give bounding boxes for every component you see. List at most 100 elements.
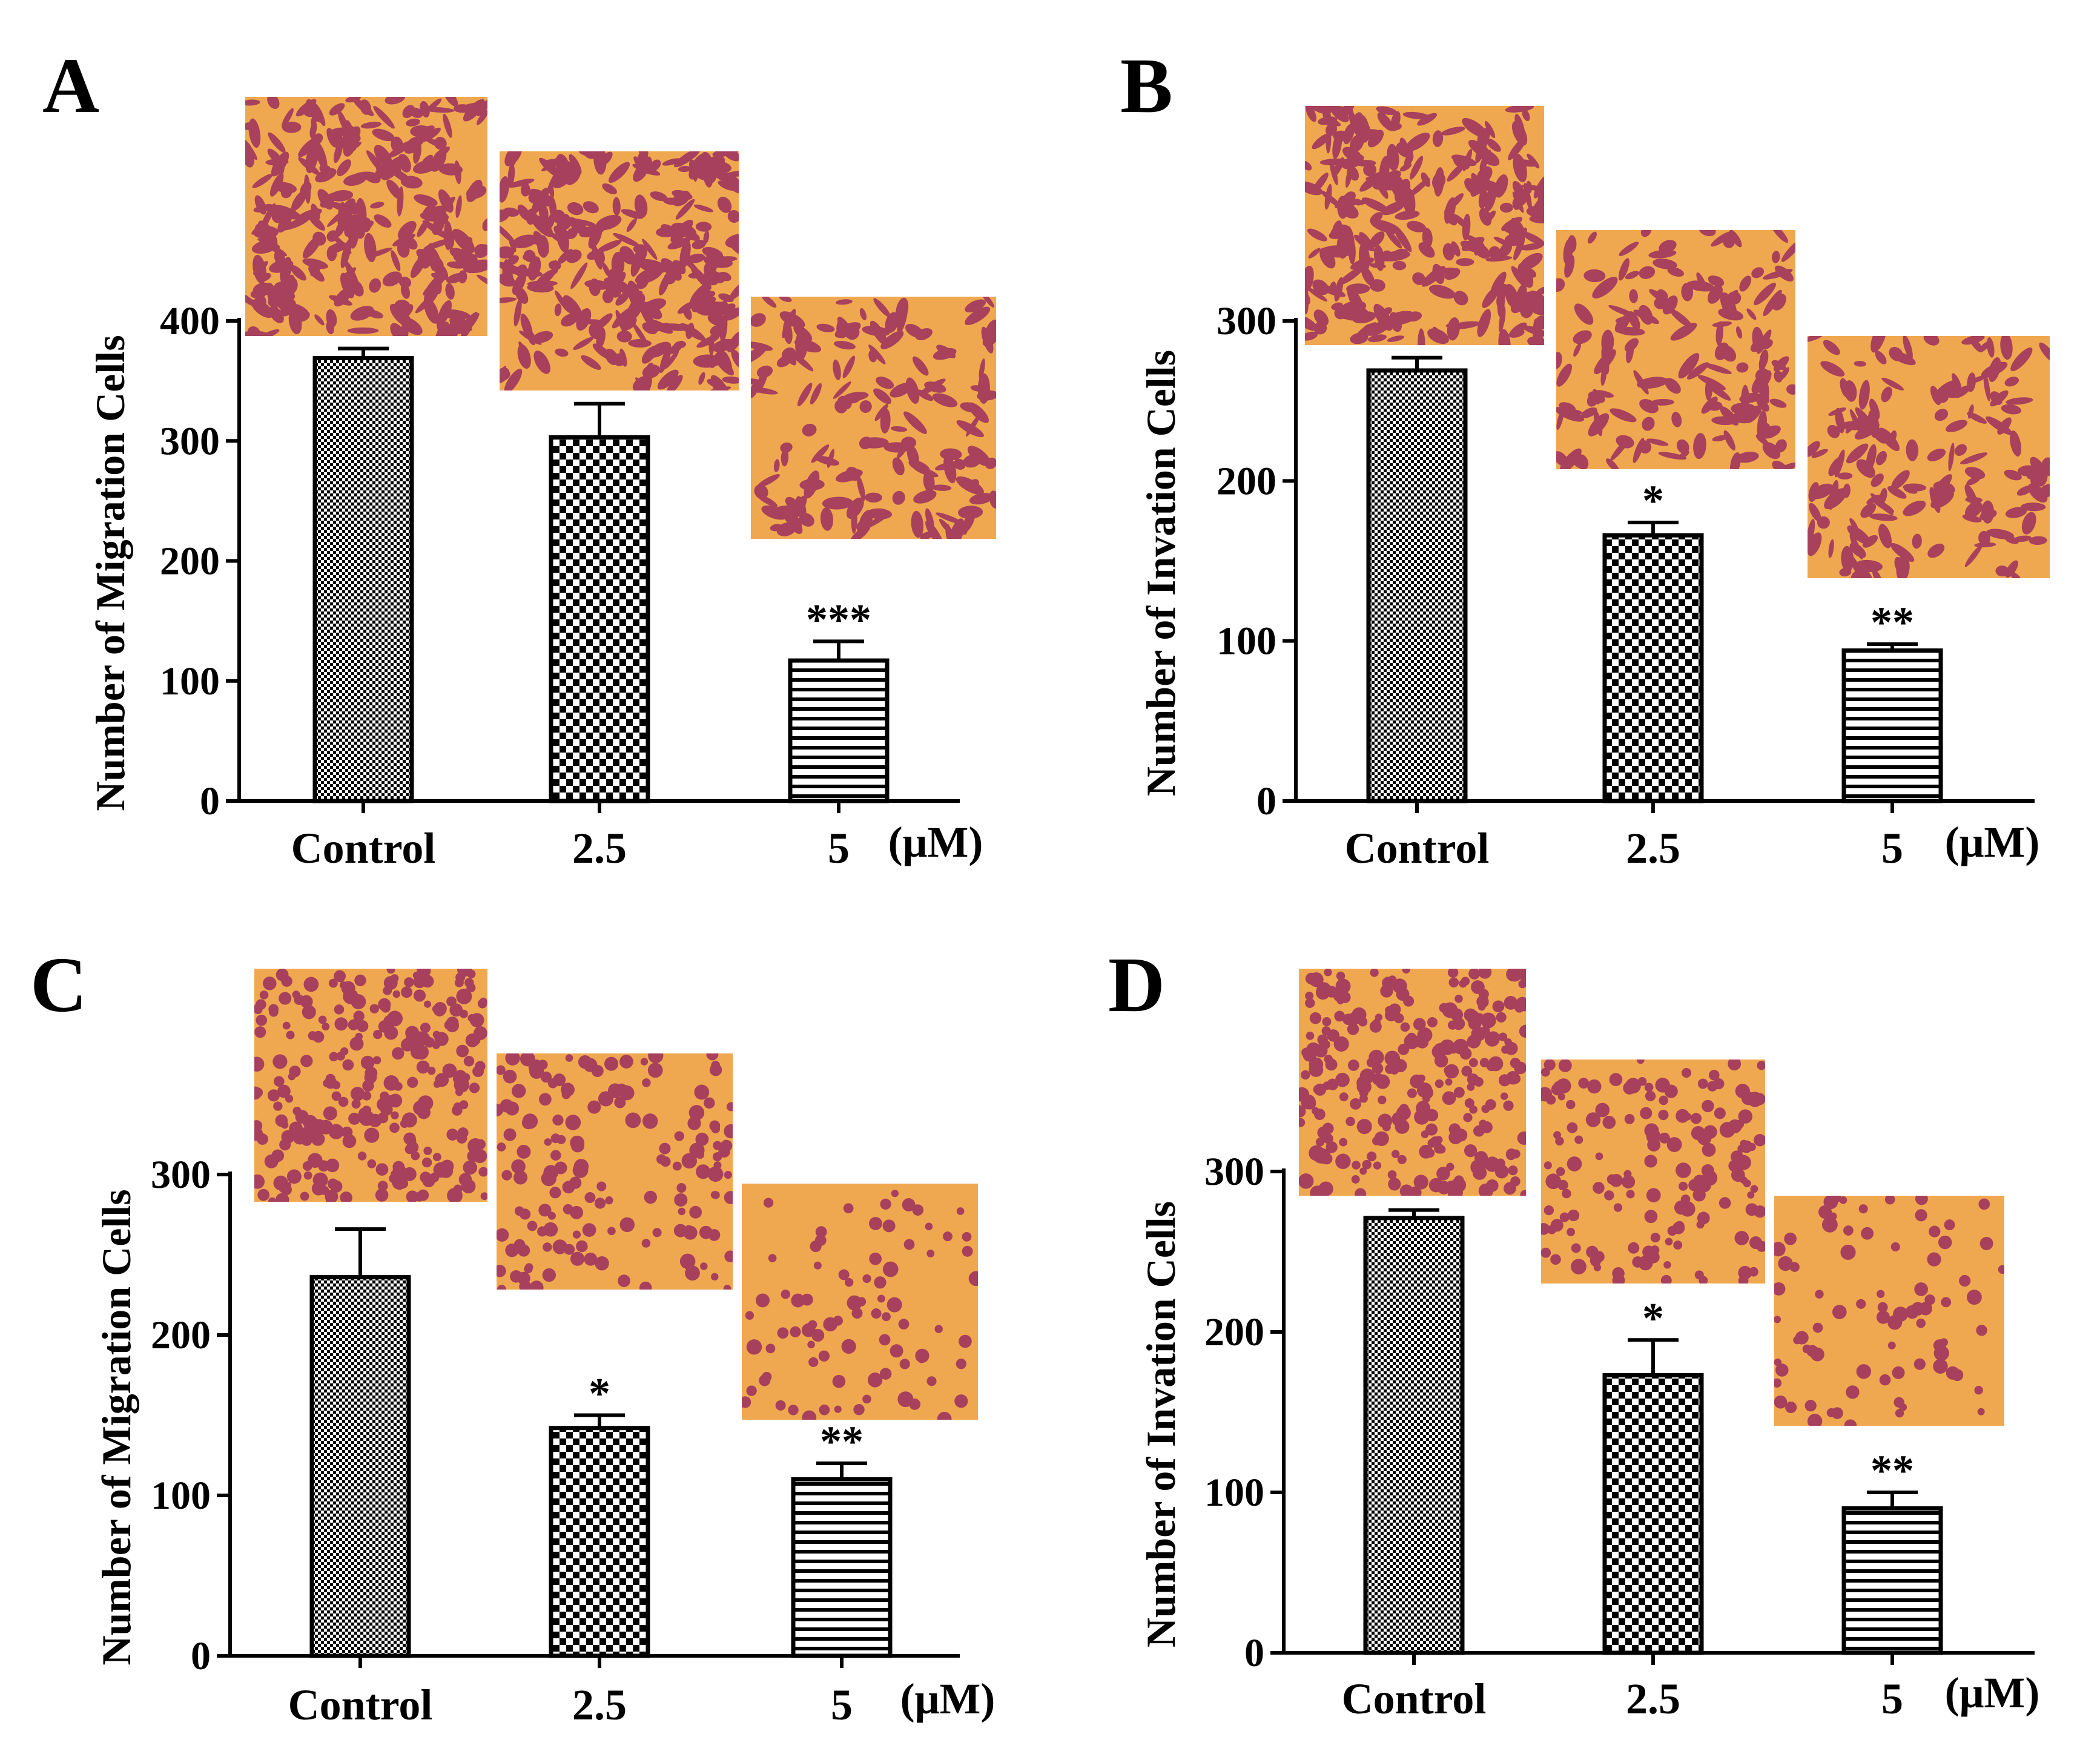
cell bbox=[790, 1326, 801, 1337]
cell bbox=[693, 204, 714, 213]
cell bbox=[346, 225, 356, 245]
cell bbox=[1664, 1084, 1678, 1098]
cell bbox=[1828, 539, 1834, 558]
cell bbox=[1435, 1079, 1444, 1089]
cell bbox=[1347, 165, 1359, 181]
x-category-label: 2.5 bbox=[1626, 1675, 1680, 1723]
cell bbox=[390, 323, 406, 336]
cell bbox=[1397, 1155, 1407, 1164]
bar bbox=[1602, 533, 1704, 803]
cell bbox=[1465, 1010, 1480, 1024]
cell bbox=[502, 259, 511, 286]
cell bbox=[1358, 1017, 1368, 1027]
cell bbox=[880, 1198, 891, 1210]
cell bbox=[1521, 231, 1544, 246]
cell bbox=[463, 1160, 478, 1175]
cell bbox=[1448, 977, 1459, 988]
cell bbox=[273, 1076, 285, 1087]
cell bbox=[1445, 1078, 1453, 1086]
cell bbox=[719, 256, 738, 262]
cell bbox=[1855, 559, 1883, 572]
cell bbox=[661, 224, 674, 232]
cell bbox=[519, 331, 542, 345]
cell bbox=[443, 113, 452, 138]
cell bbox=[1299, 1087, 1310, 1102]
cell bbox=[1703, 363, 1732, 374]
cell bbox=[382, 271, 402, 287]
cell bbox=[956, 1359, 966, 1369]
cell bbox=[1878, 524, 1892, 549]
cell bbox=[882, 1312, 891, 1322]
cell bbox=[761, 297, 777, 308]
cell bbox=[1628, 1242, 1640, 1254]
cell bbox=[406, 1141, 419, 1154]
cell bbox=[1307, 228, 1327, 242]
cell bbox=[1694, 1270, 1704, 1280]
cell bbox=[1828, 456, 1844, 476]
cell bbox=[443, 327, 473, 335]
cell bbox=[784, 510, 803, 535]
cell bbox=[834, 399, 848, 414]
cell bbox=[1520, 1190, 1526, 1196]
cell bbox=[1651, 398, 1674, 406]
cell bbox=[672, 190, 691, 206]
cell bbox=[1712, 435, 1728, 442]
cell bbox=[1362, 1159, 1372, 1170]
cell bbox=[308, 214, 325, 231]
cell bbox=[1322, 247, 1332, 266]
cell bbox=[435, 1073, 449, 1087]
cell bbox=[1529, 214, 1544, 223]
cell bbox=[667, 237, 690, 249]
cell bbox=[335, 218, 347, 237]
cell bbox=[331, 234, 352, 254]
cell bbox=[724, 1250, 733, 1263]
cell bbox=[1347, 1023, 1359, 1035]
bar bbox=[788, 658, 890, 803]
cell bbox=[517, 1144, 531, 1159]
cell bbox=[1826, 1408, 1836, 1417]
y-tick-label: 200 bbox=[151, 1313, 211, 1357]
cell bbox=[1410, 156, 1424, 180]
cell bbox=[808, 1357, 819, 1367]
cell bbox=[1529, 290, 1544, 310]
cell bbox=[1464, 234, 1485, 247]
cell bbox=[1619, 242, 1639, 256]
cell bbox=[1516, 997, 1526, 1009]
cell bbox=[751, 345, 768, 364]
cell bbox=[1774, 1358, 1782, 1366]
cell bbox=[312, 1030, 325, 1043]
cell bbox=[1820, 361, 1845, 377]
cell bbox=[1462, 148, 1473, 171]
cell bbox=[467, 1014, 476, 1023]
cell bbox=[1313, 1083, 1327, 1096]
cell bbox=[1940, 1338, 1948, 1347]
cell bbox=[254, 1127, 263, 1141]
cell bbox=[1488, 1056, 1504, 1072]
cell bbox=[1681, 283, 1694, 302]
cell bbox=[386, 179, 403, 200]
cell bbox=[1324, 969, 1332, 977]
cell bbox=[859, 510, 873, 532]
cell bbox=[1461, 1066, 1473, 1077]
cell bbox=[438, 1164, 454, 1178]
cell bbox=[1490, 271, 1507, 296]
cell bbox=[1896, 555, 1910, 578]
cell bbox=[567, 202, 584, 216]
cell bbox=[302, 1005, 316, 1020]
cell bbox=[1739, 275, 1752, 292]
cell bbox=[612, 197, 621, 216]
cell bbox=[329, 103, 345, 116]
cell bbox=[602, 289, 614, 303]
cell bbox=[712, 151, 739, 157]
cell bbox=[1707, 1081, 1718, 1092]
cell bbox=[1442, 243, 1455, 261]
cell bbox=[1510, 293, 1529, 314]
cell bbox=[1774, 1395, 1788, 1409]
cell bbox=[704, 1097, 715, 1109]
cell bbox=[1508, 1165, 1518, 1176]
cell bbox=[550, 1150, 561, 1161]
cell bbox=[1418, 1074, 1425, 1083]
cell bbox=[297, 208, 322, 222]
cell bbox=[685, 1265, 700, 1281]
cell bbox=[704, 270, 725, 283]
